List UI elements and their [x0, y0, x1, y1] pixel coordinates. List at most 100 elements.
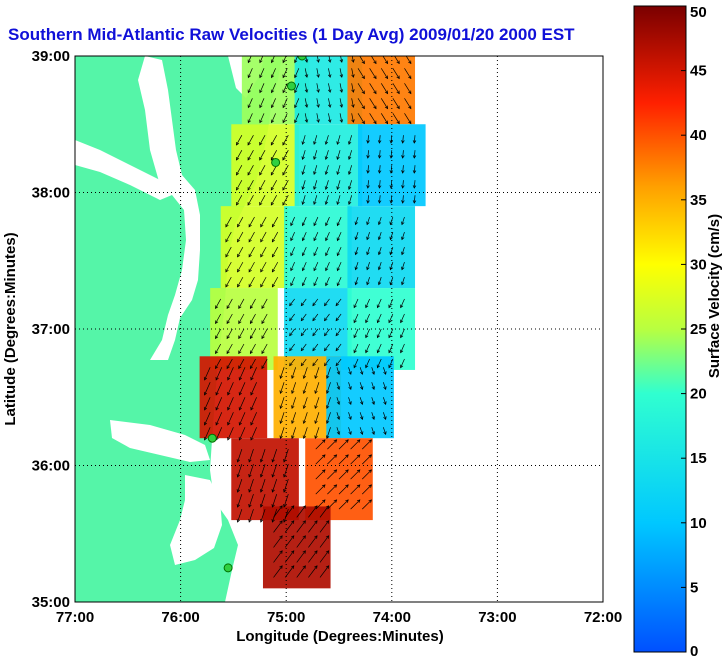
vector-arrow: [378, 246, 382, 255]
vector-arrow: [302, 231, 307, 241]
vector-arrowhead: [401, 251, 405, 256]
vector-arrow: [294, 56, 299, 63]
vector-arrowhead: [336, 156, 340, 160]
vector-arrow: [226, 313, 233, 324]
vector-arrowhead: [314, 520, 318, 524]
vector-arrowhead: [328, 74, 332, 78]
vector-arrowhead: [401, 155, 405, 159]
vector-arrow: [365, 358, 370, 368]
vector-arrow: [371, 412, 375, 420]
vector-arrow: [392, 83, 400, 94]
vector-arrow: [325, 195, 329, 205]
vector-arrow: [313, 165, 318, 175]
vector-arrowhead: [373, 105, 377, 110]
vector-arrowhead: [270, 202, 274, 206]
vector-arrowhead: [302, 375, 307, 379]
vector-arrowhead: [312, 302, 316, 307]
vector-arrow: [237, 246, 244, 258]
vector-arrowhead: [313, 171, 317, 175]
vector-arrowhead: [215, 406, 219, 411]
vector-arrowhead: [260, 253, 264, 258]
vector-arrow: [413, 195, 416, 204]
vector-arrow: [327, 469, 337, 480]
vector-arrowhead: [365, 349, 369, 354]
vector-arrowhead: [282, 202, 286, 206]
vector-arrowhead: [389, 185, 394, 189]
vector-arrow: [282, 165, 289, 176]
vector-arrow: [290, 216, 295, 226]
vector-arrow: [390, 262, 394, 270]
vector-arrow: [239, 367, 246, 381]
vector-arrowhead: [316, 119, 320, 123]
vector-arrowhead: [313, 141, 317, 145]
vector-arrow: [259, 135, 266, 146]
colorbar-tick-label: 30: [690, 256, 707, 273]
vector-arrowhead: [260, 283, 264, 288]
station-marker-2: [271, 157, 281, 167]
vector-arrowhead: [236, 202, 240, 206]
vector-arrowhead: [333, 484, 338, 488]
vector-arrowhead: [236, 519, 240, 523]
vector-arrowhead: [325, 550, 330, 554]
vector-arrow: [248, 494, 254, 508]
vector-arrowhead: [225, 268, 229, 273]
vector-arrowhead: [336, 267, 340, 272]
vector-arrowhead: [316, 74, 320, 78]
vector-arrow: [300, 358, 307, 366]
vector-arrowhead: [361, 105, 365, 110]
vector-arrowhead: [291, 405, 295, 410]
vector-arrow: [302, 180, 306, 190]
vector-arrow: [283, 464, 289, 478]
vector-group-5: [366, 135, 417, 204]
vector-arrowhead: [313, 186, 317, 190]
vector-arrow: [350, 439, 361, 450]
vector-arrow: [238, 328, 245, 339]
vector-arrow: [405, 56, 412, 64]
vector-arrowhead: [302, 505, 306, 509]
vector-arrow: [260, 276, 267, 288]
vector-arrow: [289, 313, 295, 321]
vector-arrow: [247, 180, 254, 191]
vector-arrow: [325, 231, 330, 241]
vector-arrowhead: [271, 238, 276, 243]
vector-arrowhead: [351, 119, 355, 123]
vector-arrowhead: [384, 120, 389, 125]
vector-arrowhead: [336, 431, 341, 435]
vector-arrowhead: [282, 74, 286, 79]
vector-arrowhead: [339, 119, 344, 123]
y-tick-label: 39:00: [32, 48, 70, 65]
vector-arrowhead: [360, 401, 364, 405]
vector-arrowhead: [356, 454, 361, 458]
vector-arrowhead: [227, 376, 231, 381]
vector-arrow: [237, 479, 243, 493]
vector-arrow: [355, 231, 359, 240]
vector-arrowhead: [400, 319, 404, 324]
vector-arrowhead: [316, 104, 320, 108]
vector-arrowhead: [373, 120, 377, 125]
vector-arrowhead: [237, 253, 241, 258]
vector-arrow: [316, 68, 319, 78]
vector-arrow: [250, 382, 257, 396]
vector-arrow: [377, 343, 382, 353]
vector-arrowhead: [279, 405, 283, 410]
vector-arrowhead: [302, 535, 306, 539]
vector-arrow: [366, 277, 370, 285]
vector-arrowhead: [247, 186, 251, 191]
vector-arrowhead: [227, 436, 231, 441]
vector-arrowhead: [227, 421, 231, 426]
vector-arrow: [365, 343, 370, 353]
vector-arrowhead: [279, 390, 283, 394]
vector-arrow: [359, 412, 363, 420]
vector-arrowhead: [345, 499, 349, 503]
vector-arrow: [261, 298, 268, 309]
vector-arrow: [355, 216, 359, 225]
vector-arrowhead: [400, 364, 404, 369]
vector-arrowhead: [345, 439, 349, 443]
vector-arrowhead: [333, 499, 338, 503]
vector-arrowhead: [373, 75, 377, 80]
vector-arrow: [237, 231, 244, 243]
vector-arrowhead: [215, 305, 219, 310]
vector-arrowhead: [336, 237, 340, 242]
vector-arrow: [272, 246, 279, 258]
vector-arrowhead: [279, 565, 283, 569]
